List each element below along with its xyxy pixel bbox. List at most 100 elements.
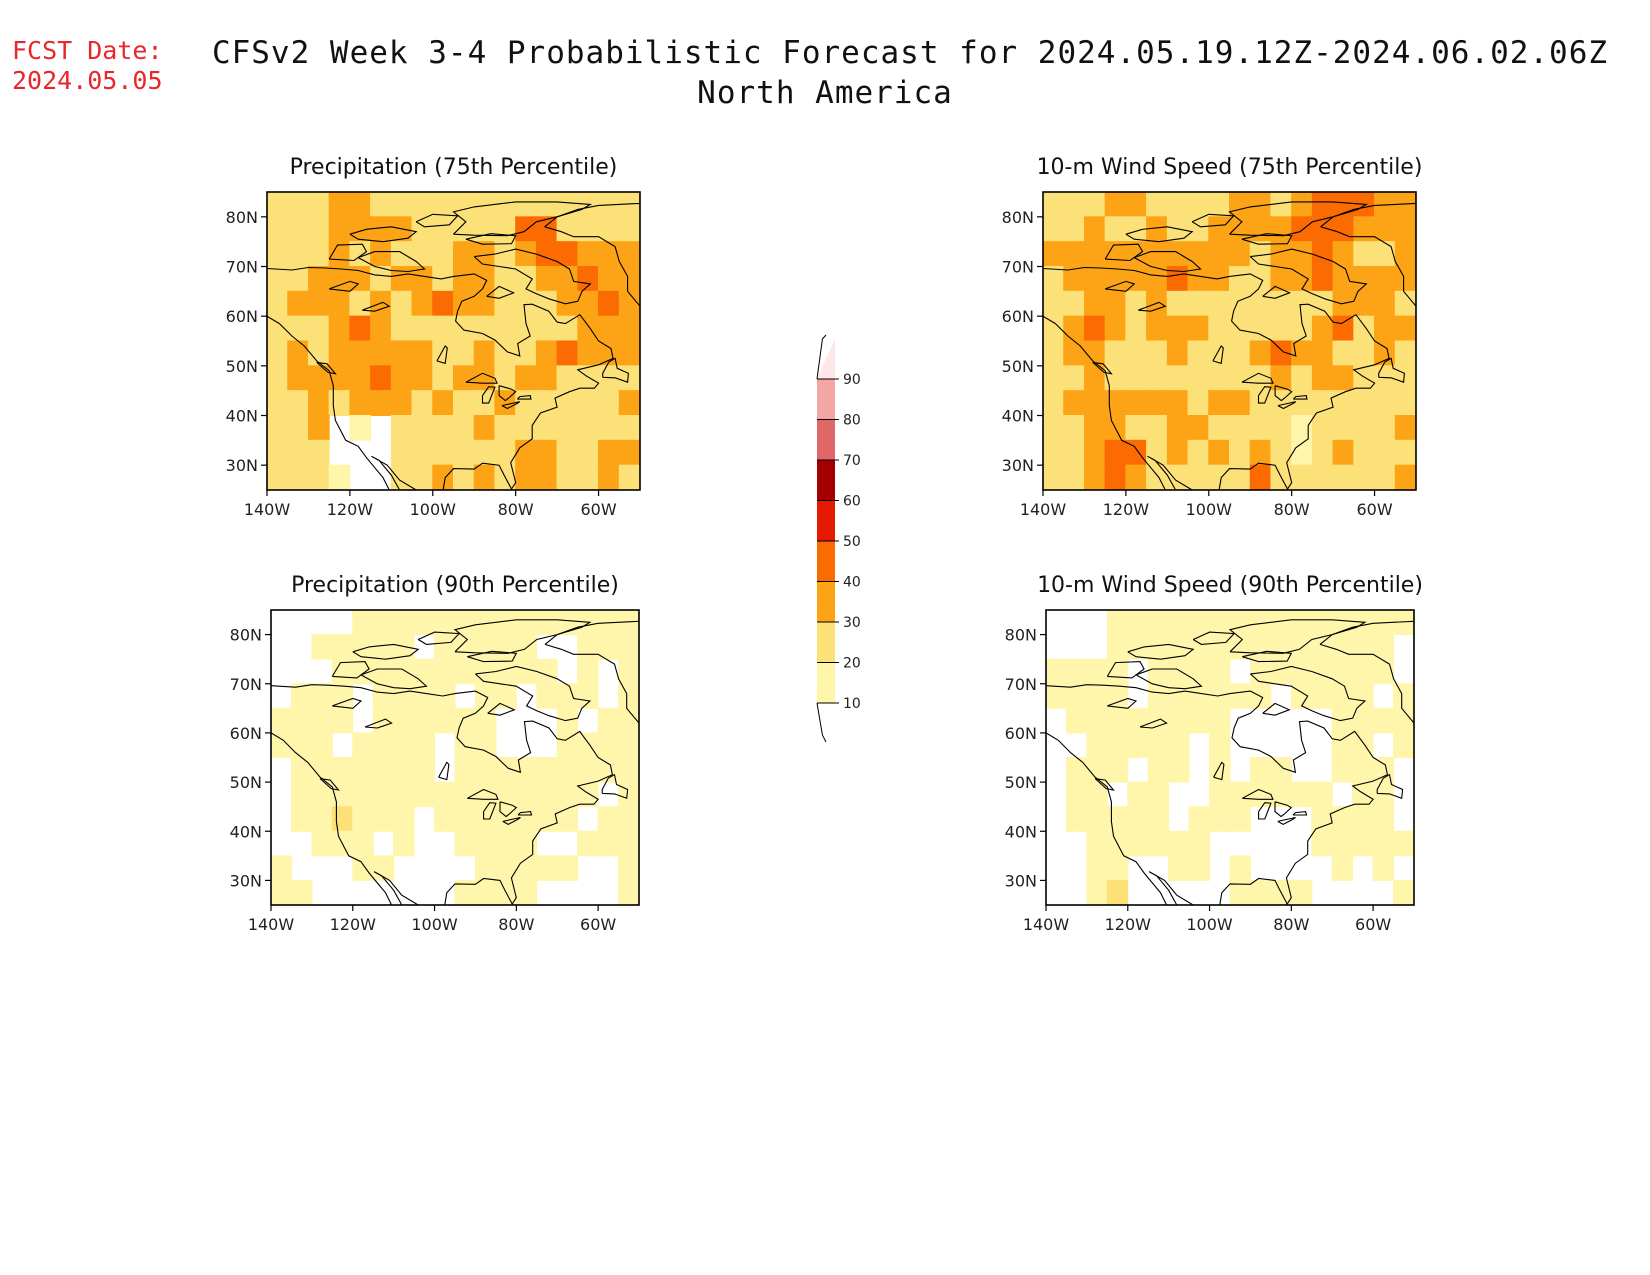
coastline <box>1104 243 1144 262</box>
x-tick-label: 120W <box>1103 500 1150 519</box>
coastline <box>1106 661 1145 679</box>
colorbar-top-curve <box>816 334 827 380</box>
grid-cell <box>1394 365 1416 392</box>
colorbar-swatch <box>817 379 835 420</box>
grid-cell <box>1168 830 1190 857</box>
grid-cell <box>1352 634 1374 660</box>
y-tick-label: 40N <box>226 407 258 426</box>
grid-cell <box>473 365 496 392</box>
coastline <box>601 773 629 800</box>
grid-cell <box>331 683 354 709</box>
grid-cell <box>393 658 415 685</box>
grid-cell <box>434 707 456 734</box>
colorbar-swatch <box>817 419 835 460</box>
grid-cell <box>1291 464 1313 490</box>
grid-cell <box>454 634 476 660</box>
grid-cell <box>287 216 309 243</box>
grid-cell <box>1311 315 1334 342</box>
grid-cell <box>577 464 600 490</box>
grid-cell <box>577 634 599 660</box>
coastline <box>467 788 499 800</box>
grid-cell <box>639 192 640 218</box>
grid-cell <box>390 241 413 267</box>
grid-cell <box>1127 732 1149 758</box>
grid-cell <box>639 464 640 490</box>
grid-cell <box>411 266 434 292</box>
coastline <box>475 665 592 722</box>
grid-cell <box>1086 855 1108 881</box>
grid-cell <box>287 192 309 218</box>
grid-cell <box>1147 757 1170 783</box>
grid-cell <box>1311 634 1333 660</box>
y-tick-label: 70N <box>226 258 258 277</box>
coastline <box>1277 816 1296 826</box>
coastline <box>487 702 516 716</box>
y-tick-label: 60N <box>1005 724 1037 743</box>
grid-cell <box>1374 216 1396 243</box>
coastline <box>1043 266 1390 490</box>
grid-cell <box>638 683 639 709</box>
grid-cell <box>1270 340 1293 367</box>
grid-cell <box>1086 707 1108 734</box>
grid-cell <box>1188 830 1211 857</box>
grid-cell <box>1188 610 1211 636</box>
coastline <box>1320 192 1416 308</box>
grid-cell <box>1188 658 1211 685</box>
grid-cell <box>1168 683 1190 709</box>
grid-cell <box>390 390 413 416</box>
grid-cell <box>349 415 372 441</box>
grid-cell <box>639 415 640 441</box>
coastline <box>498 385 517 402</box>
grid-cell <box>307 216 330 243</box>
map-panel-2: 10-m Wind Speed (75th Percentile) 30N 40N 5… <box>1002 155 1423 519</box>
grid-cell <box>311 830 333 857</box>
grid-cell <box>1290 658 1313 685</box>
fcst-date-label: FCST Date: <box>12 36 163 65</box>
coastline <box>415 213 459 228</box>
grid-cell <box>267 315 289 342</box>
grid-cell <box>515 781 538 808</box>
grid-cell <box>1270 610 1292 636</box>
grid-cell <box>1063 340 1085 367</box>
grid-cell <box>1063 464 1085 490</box>
map-frame <box>1042 191 1417 491</box>
grid-cell <box>372 732 395 758</box>
grid-cell <box>349 390 372 416</box>
grid-cell <box>1394 415 1416 441</box>
grid-cell <box>1043 415 1065 441</box>
grid-cell <box>1311 439 1334 466</box>
grid-cell <box>1043 241 1065 267</box>
grid-cell <box>536 757 558 783</box>
grid-cell <box>1270 415 1293 441</box>
grid-cell <box>411 290 434 317</box>
grid-cell <box>1394 464 1416 490</box>
grid-cell <box>1249 415 1272 441</box>
grid-cell <box>1187 390 1210 416</box>
grid-cell <box>287 340 309 367</box>
grid-cell <box>473 315 496 342</box>
grid-cell <box>515 192 537 218</box>
grid-cell <box>331 806 354 832</box>
grid-cell <box>618 439 640 466</box>
grid-cell <box>1394 390 1416 416</box>
grid-cell <box>597 634 620 660</box>
y-tick-label: 30N <box>1002 456 1034 475</box>
y-tick-label: 80N <box>226 208 258 227</box>
grid-cell <box>577 658 599 685</box>
grid-cell <box>1063 290 1085 317</box>
grid-cell <box>473 439 496 466</box>
grid-cell <box>432 415 454 441</box>
grid-cell <box>1291 415 1313 441</box>
grid-cell <box>287 439 309 466</box>
coastline <box>481 386 496 404</box>
grid-cell <box>1249 216 1272 243</box>
colorbar-swatch <box>817 460 835 501</box>
grid-cell <box>1063 241 1085 267</box>
grid-cell <box>618 732 639 758</box>
grid-cell <box>372 683 395 709</box>
grid-cell <box>1168 757 1190 783</box>
coastline <box>362 301 391 312</box>
grid-cell <box>474 707 497 734</box>
colorbar-label: 20 <box>843 656 861 672</box>
grid-cell <box>1106 683 1129 709</box>
